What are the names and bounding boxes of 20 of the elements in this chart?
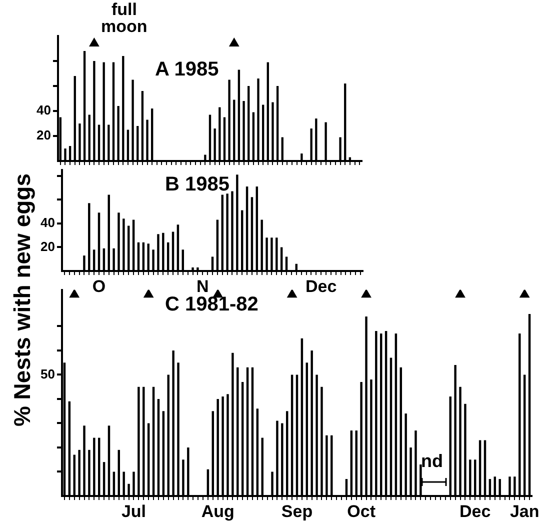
y-tick-label: 50 (40, 366, 55, 382)
text: A 1985 (155, 58, 219, 81)
y-tick-label: 20 (36, 128, 51, 143)
y-axis-title: % Nests with new eggs (9, 172, 35, 429)
x-tick-label: Aug (201, 502, 234, 521)
y-tick-label: 40 (36, 102, 51, 118)
x-tick-label: N (196, 276, 209, 296)
x-tick-label: Oct (347, 502, 376, 521)
x-tick-label: Jan (510, 502, 540, 521)
x-tick-label: Dec (460, 502, 491, 521)
chart-title: C 1981-82 (165, 294, 258, 316)
x-tick-label: Sep (281, 502, 313, 521)
y-tick-label: 20 (40, 238, 55, 254)
x-tick-label: Dec (305, 276, 337, 296)
series-label: full moon (101, 0, 148, 36)
x-tick-label: Jul (121, 502, 146, 521)
annotation: nd (421, 450, 443, 471)
chart-title: B 1985 (165, 174, 230, 196)
y-tick-label: 40 (40, 214, 55, 230)
x-tick-label: O (92, 276, 106, 296)
